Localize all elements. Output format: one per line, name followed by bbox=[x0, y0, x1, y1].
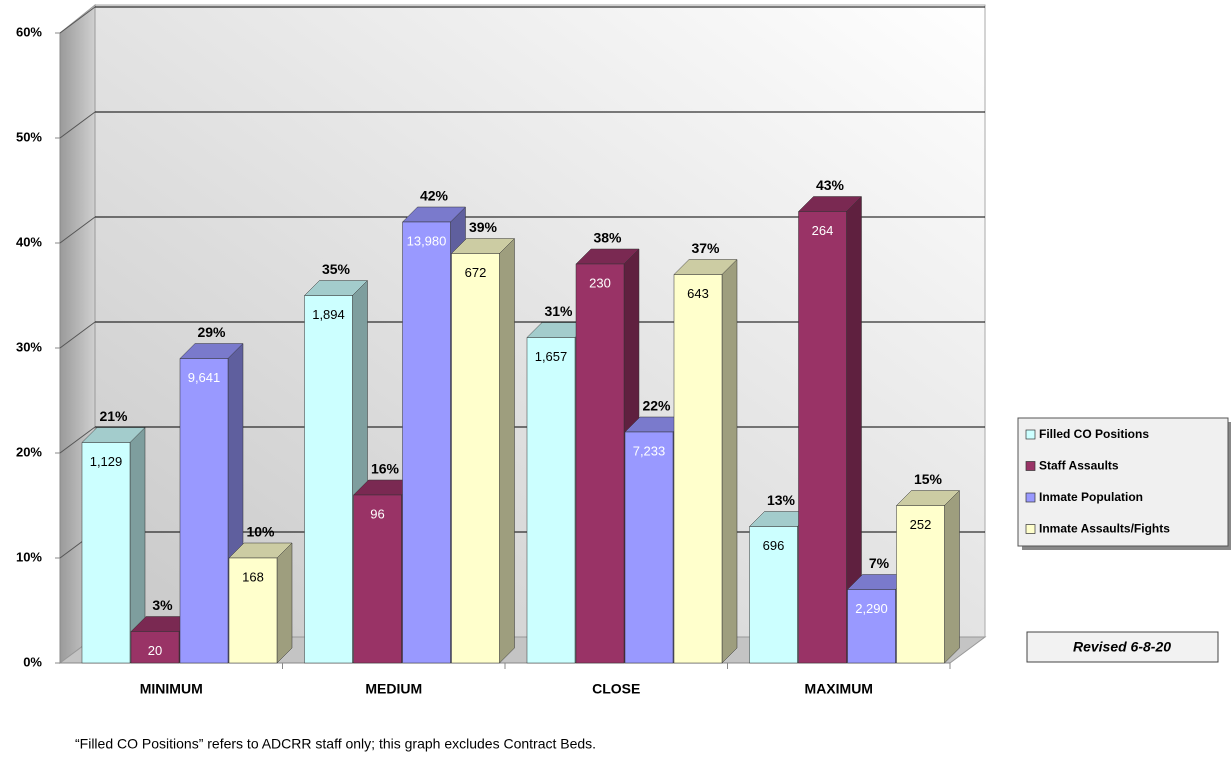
value-label: 16% bbox=[371, 461, 400, 477]
bar bbox=[81, 442, 131, 664]
value-label: 3% bbox=[152, 597, 173, 613]
bar-side bbox=[944, 489, 960, 664]
count-label: 1,894 bbox=[312, 307, 345, 322]
legend-swatch bbox=[1025, 524, 1036, 534]
value-label: 39% bbox=[469, 219, 498, 235]
grid-line-side bbox=[59, 216, 96, 244]
legend-label: Staff Assaults bbox=[1039, 459, 1119, 473]
y-tick-label: 10% bbox=[16, 549, 42, 564]
bar bbox=[304, 295, 353, 664]
x-tick-label: MEDIUM bbox=[365, 681, 422, 697]
bar bbox=[526, 337, 576, 664]
value-label: 31% bbox=[544, 303, 573, 319]
count-label: 252 bbox=[910, 517, 932, 532]
y-tick-label: 0% bbox=[23, 654, 42, 669]
value-label: 15% bbox=[914, 471, 943, 487]
value-label: 37% bbox=[691, 240, 720, 256]
value-label: 42% bbox=[420, 188, 449, 204]
bar bbox=[673, 274, 723, 664]
bar-side bbox=[721, 258, 738, 664]
legend-label: Inmate Assaults/Fights bbox=[1039, 522, 1170, 536]
legend-swatch bbox=[1025, 461, 1036, 471]
bar bbox=[896, 505, 945, 664]
x-tick-label: MINIMUM bbox=[140, 681, 203, 697]
grid-line-side bbox=[59, 6, 96, 34]
value-label: 13% bbox=[767, 492, 796, 508]
y-tick-label: 40% bbox=[16, 234, 42, 249]
y-tick-label: 20% bbox=[16, 444, 42, 459]
value-label: 7% bbox=[869, 555, 890, 571]
value-label: 10% bbox=[246, 524, 275, 540]
legend-label: Filled CO Positions bbox=[1039, 427, 1149, 441]
footnote: “Filled CO Positions” refers to ADCRR st… bbox=[75, 736, 596, 752]
value-label: 22% bbox=[642, 398, 671, 414]
grid-line-side bbox=[59, 426, 96, 454]
count-label: 168 bbox=[242, 569, 264, 584]
annotation-box bbox=[1026, 631, 1219, 663]
bar bbox=[798, 211, 847, 664]
value-label: 43% bbox=[816, 177, 845, 193]
count-label: 9,641 bbox=[188, 370, 221, 385]
count-label: 7,233 bbox=[633, 443, 666, 458]
legend-swatch bbox=[1025, 429, 1036, 440]
bar-side bbox=[499, 237, 515, 664]
bar bbox=[451, 253, 500, 664]
count-label: 96 bbox=[370, 506, 384, 521]
legend-swatch bbox=[1025, 492, 1036, 503]
bar-side bbox=[276, 542, 293, 664]
bar bbox=[847, 589, 896, 664]
value-label: 29% bbox=[197, 324, 226, 340]
y-tick-label: 50% bbox=[16, 129, 42, 144]
count-label: 2,290 bbox=[855, 601, 888, 616]
count-label: 672 bbox=[465, 265, 487, 280]
bar bbox=[353, 494, 402, 664]
bar bbox=[402, 221, 451, 664]
bar bbox=[575, 263, 625, 664]
count-label: 696 bbox=[763, 538, 785, 553]
bar bbox=[228, 557, 278, 664]
y-tick-label: 60% bbox=[16, 24, 42, 39]
annotation: Revised 6-8-20 bbox=[1073, 639, 1171, 655]
legend bbox=[1017, 417, 1229, 547]
count-label: 230 bbox=[589, 275, 611, 290]
bar bbox=[749, 526, 798, 664]
legend-label: Inmate Population bbox=[1039, 490, 1143, 504]
bar bbox=[179, 358, 229, 664]
value-label: 35% bbox=[322, 261, 351, 277]
grid-line-side bbox=[59, 111, 96, 139]
grid-line-side bbox=[59, 321, 96, 349]
count-label: 1,129 bbox=[90, 454, 123, 469]
value-label: 38% bbox=[593, 230, 622, 246]
count-label: 1,657 bbox=[535, 349, 568, 364]
bar bbox=[130, 631, 180, 664]
y-tick-label: 30% bbox=[16, 339, 42, 354]
x-tick-label: CLOSE bbox=[592, 681, 640, 697]
count-label: 264 bbox=[812, 223, 834, 238]
count-label: 643 bbox=[687, 286, 709, 301]
value-label: 21% bbox=[99, 408, 128, 424]
count-label: 20 bbox=[148, 643, 162, 658]
count-label: 13,980 bbox=[407, 233, 447, 248]
bar bbox=[624, 431, 674, 664]
x-tick-label: MAXIMUM bbox=[805, 681, 873, 697]
